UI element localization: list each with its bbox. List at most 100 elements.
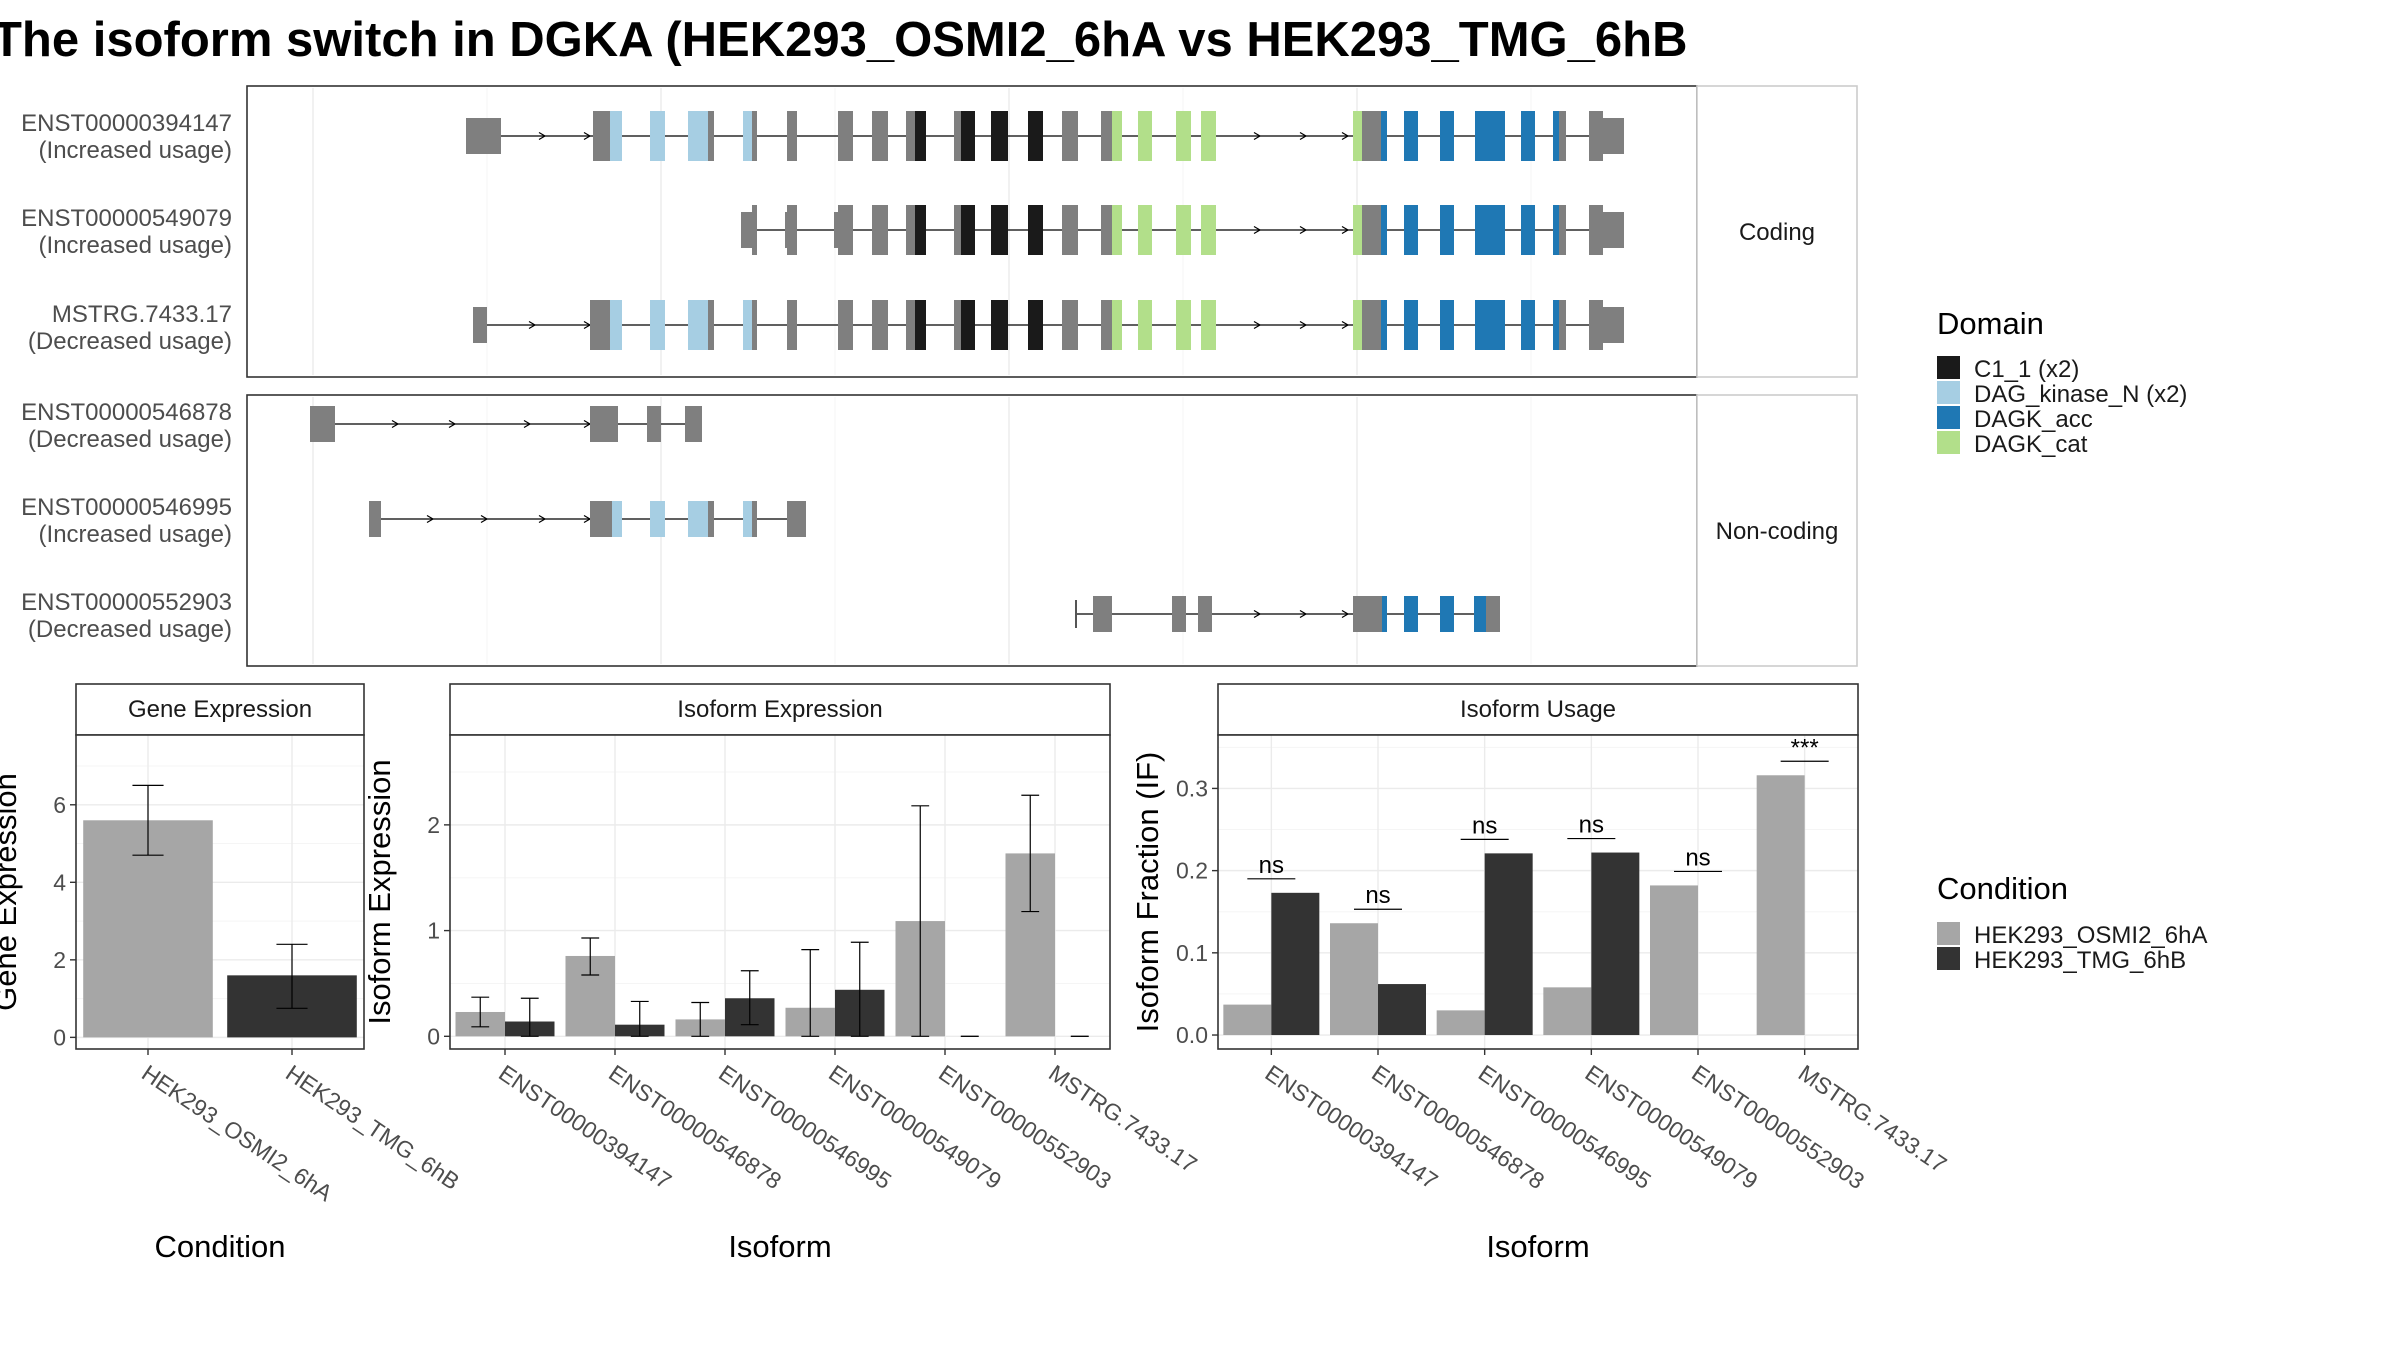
strand-arrow: [1341, 225, 1350, 235]
coding-exon: [708, 111, 714, 161]
coding-exon: [1589, 205, 1603, 255]
coding-exon: [610, 300, 622, 350]
coding-exon: [1559, 205, 1566, 255]
x-tick-label: ENST00000394147: [1261, 1060, 1443, 1195]
coding-exon: [743, 300, 752, 350]
utr-exon: [1603, 307, 1624, 343]
coding-exon: [1201, 300, 1216, 350]
strand-arrow: [1341, 609, 1350, 619]
x-axis-title: Isoform: [728, 1229, 831, 1264]
panel-border: [449, 734, 1111, 1050]
coding-exon: [1553, 205, 1559, 255]
utr-exon: [590, 406, 618, 442]
strand-arrow: [1341, 131, 1350, 141]
transcript-usage-label: (Decreased usage): [28, 328, 232, 355]
utr-exon: [1172, 596, 1186, 632]
transcript-label: ENST00000546878 (Decreased usage): [21, 399, 232, 453]
legend-label-dag-kinase-n: DAG_kinase_N (x2): [1974, 381, 2187, 408]
y-axis-title: Isoform Fraction (IF): [1130, 752, 1165, 1033]
coding-exon: [1559, 300, 1566, 350]
coding-exon: [752, 205, 757, 255]
transcript-model: [369, 501, 806, 537]
coding-exon: [787, 205, 797, 255]
coding-exon: [838, 300, 853, 350]
y-tick-label: 2: [427, 812, 440, 838]
y-tick-label: 4: [53, 869, 66, 895]
coding-exon: [743, 111, 752, 161]
coding-exon: [1404, 205, 1418, 255]
coding-exon: [1440, 205, 1454, 255]
coding-exon: [1553, 300, 1559, 350]
transcript-label: ENST00000549079 (Increased usage): [21, 205, 232, 259]
strand-arrow: [1299, 131, 1308, 141]
bar: [83, 820, 213, 1038]
utr-exon: [1486, 596, 1500, 632]
legend-label-dagk-acc: DAGK_acc: [1974, 406, 2093, 433]
y-tick-label: 0.3: [1176, 775, 1208, 801]
y-tick-label: 0.1: [1176, 940, 1208, 966]
legend-key-c1: [1937, 356, 1960, 379]
coding-exon: [1381, 205, 1387, 255]
utr-exon: [1093, 596, 1112, 632]
coding-exon: [1362, 111, 1381, 161]
significance-label: ***: [1791, 734, 1819, 761]
coding-exon: [1353, 205, 1362, 255]
coding-exon: [954, 111, 961, 161]
coding-exon: [1353, 111, 1362, 161]
coding-exon: [1381, 111, 1387, 161]
significance-label: ns: [1365, 882, 1390, 909]
strand-arrow: [523, 419, 532, 429]
coding-exon: [1062, 300, 1078, 350]
strand-arrow: [1341, 320, 1350, 330]
utr-exon: [1373, 596, 1382, 632]
transcript-label: ENST00000394147 (Increased usage): [21, 110, 232, 164]
transcript-id-label: ENST00000546995: [21, 494, 232, 521]
panel-title: Isoform Expression: [677, 696, 882, 723]
strand-arrow: [448, 419, 457, 429]
significance-label: ns: [1259, 852, 1284, 879]
coding-exon: [915, 300, 926, 350]
coding-exon: [1521, 111, 1535, 161]
coding-exon: [1138, 205, 1152, 255]
transcript-model: [1075, 596, 1500, 632]
coding-exon: [590, 300, 610, 350]
strand-arrow: [1299, 609, 1308, 619]
utr-exon: [647, 406, 661, 442]
transcript-label: ENST00000552903 (Decreased usage): [21, 589, 232, 643]
panel-border: [75, 734, 365, 1050]
utr-exon: [612, 501, 622, 537]
transcript-id-label: ENST00000549079: [21, 205, 232, 232]
coding-exon: [838, 205, 853, 255]
legend-key-condition-b: [1937, 947, 1960, 970]
coding-exon: [1353, 300, 1362, 350]
chart-2: Isoform Usage ns ns ns ns ns *** 0.0 0.1 0.2 0.3 EN…: [1130, 683, 1951, 1264]
coding-exon: [1589, 300, 1603, 350]
utr-exon: [310, 406, 335, 442]
x-tick-label: ENST00000546878: [1367, 1060, 1549, 1195]
coding-exon: [1553, 111, 1559, 161]
significance-label: ns: [1685, 844, 1710, 871]
coding-exon: [1176, 111, 1191, 161]
utr-exon: [1198, 596, 1212, 632]
coding-exon: [1112, 111, 1122, 161]
coding-exon: [1521, 300, 1535, 350]
coding-exon: [752, 111, 757, 161]
coding-exon: [954, 300, 961, 350]
transcript-model: [466, 111, 1624, 161]
y-tick-label: 1: [427, 918, 440, 944]
coding-exon: [1475, 205, 1505, 255]
coding-exon: [991, 205, 1008, 255]
y-axis-title: Isoform Expression: [362, 759, 397, 1024]
coding-exon: [688, 111, 708, 161]
coding-exon: [1028, 205, 1043, 255]
coding-exon: [610, 111, 622, 161]
transcript-models: [310, 111, 1624, 632]
strand-arrow: [538, 514, 547, 524]
utr-exon: [1440, 596, 1454, 632]
coding-exon: [1201, 111, 1216, 161]
panel-border: [1217, 734, 1859, 1050]
coding-exon: [915, 205, 926, 255]
chart-1: Isoform Expression012ENST00000394147ENST…: [362, 683, 1202, 1264]
noncoding-facet-strip: [1696, 394, 1858, 667]
transcript-usage-label: (Increased usage): [39, 232, 232, 259]
